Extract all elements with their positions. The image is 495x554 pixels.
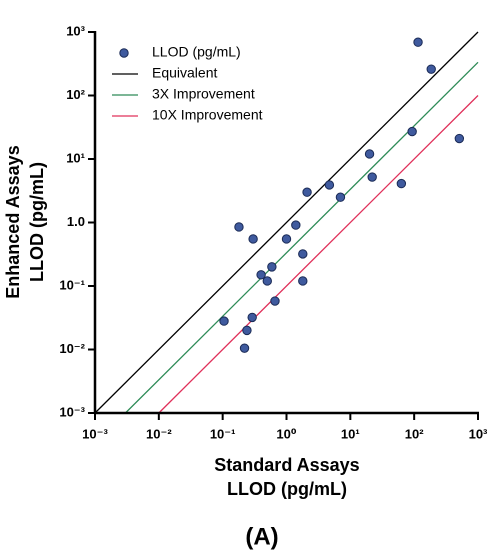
chart-title: (A) bbox=[245, 523, 278, 550]
data-point bbox=[248, 234, 258, 244]
data-point bbox=[219, 316, 229, 326]
y-tick-label: 10¹ bbox=[66, 150, 85, 165]
data-point bbox=[324, 180, 335, 190]
data-point bbox=[262, 276, 272, 286]
legend-label: Equivalent bbox=[152, 65, 217, 81]
data-point bbox=[454, 133, 465, 144]
legend-label: 3X Improvement bbox=[152, 86, 255, 102]
y-tick-label: 10⁻³ bbox=[59, 404, 85, 419]
data-point bbox=[367, 172, 377, 182]
y-tick-label: 10² bbox=[66, 87, 85, 102]
data-point bbox=[267, 262, 277, 272]
data-point bbox=[413, 37, 423, 47]
legend-marker bbox=[119, 48, 129, 58]
y-tick-label: 10⁻¹ bbox=[59, 277, 85, 292]
y-axis-title: LLOD (pg/mL) bbox=[27, 162, 47, 282]
y-tick-label: 10³ bbox=[66, 23, 85, 38]
legend-label: 10X Improvement bbox=[152, 107, 263, 123]
legend-label: LLOD (pg/mL) bbox=[152, 44, 241, 60]
x-axis-title: Standard Assays bbox=[214, 455, 359, 475]
data-point bbox=[291, 220, 301, 230]
data-point bbox=[302, 187, 312, 197]
data-point bbox=[239, 343, 250, 353]
x-tick-label: 10³ bbox=[469, 426, 488, 441]
x-tick-label: 10⁰ bbox=[276, 426, 296, 441]
x-tick-label: 10⁻² bbox=[146, 426, 172, 441]
data-point bbox=[256, 270, 266, 280]
data-point bbox=[407, 126, 417, 137]
data-point bbox=[426, 64, 436, 74]
data-point bbox=[270, 296, 280, 306]
reference-line bbox=[158, 95, 479, 414]
y-tick-label: 1.0 bbox=[67, 214, 85, 229]
data-point bbox=[364, 149, 375, 159]
data-point bbox=[396, 178, 407, 189]
data-point bbox=[281, 234, 292, 244]
reference-line bbox=[124, 61, 479, 414]
x-tick-label: 10¹ bbox=[341, 426, 360, 441]
x-tick-label: 10⁻¹ bbox=[210, 426, 236, 441]
x-tick-label: 10² bbox=[405, 426, 424, 441]
data-point bbox=[247, 312, 257, 323]
x-tick-label: 10⁻³ bbox=[82, 426, 108, 441]
y-tick-label: 10⁻² bbox=[59, 341, 85, 356]
data-point bbox=[234, 222, 244, 232]
data-point bbox=[335, 192, 346, 202]
data-point bbox=[242, 325, 252, 336]
y-axis-title: Enhanced Assays bbox=[3, 145, 23, 298]
data-point bbox=[298, 249, 308, 259]
data-point bbox=[298, 276, 308, 286]
x-axis-title: LLOD (pg/mL) bbox=[227, 479, 347, 499]
reference-line bbox=[94, 31, 479, 414]
